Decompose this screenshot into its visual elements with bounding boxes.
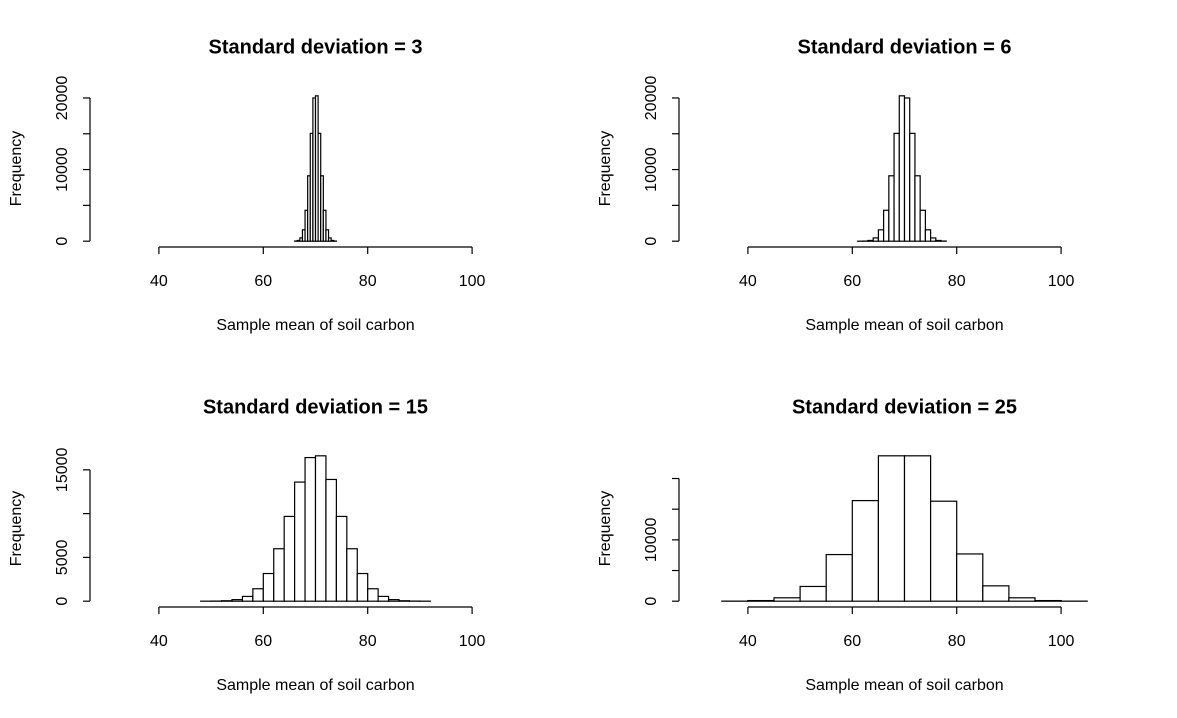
x-tick-label: 60 <box>254 633 272 650</box>
y-tick-label: 10000 <box>643 518 660 563</box>
y-tick-label: 10000 <box>643 147 660 192</box>
y-tick-label: 10000 <box>54 147 71 192</box>
bar <box>903 97 911 242</box>
y-tick-label: 5000 <box>54 540 71 576</box>
bar <box>825 553 853 602</box>
bar <box>898 95 906 242</box>
bar <box>919 209 926 242</box>
bar <box>356 572 369 602</box>
bar <box>799 585 827 602</box>
bar <box>909 132 916 242</box>
bar <box>929 237 937 242</box>
bar <box>231 599 244 602</box>
bar <box>335 515 348 602</box>
x-axis-label: Sample mean of soil carbon <box>805 677 1003 694</box>
bar <box>956 553 984 602</box>
chart-title: Standard deviation = 3 <box>209 36 423 58</box>
x-axis-label: Sample mean of soil carbon <box>805 317 1003 334</box>
bar <box>872 237 880 242</box>
bar <box>1034 599 1062 602</box>
x-axis-label: Sample mean of soil carbon <box>216 677 414 694</box>
y-tick-label: 20000 <box>54 76 71 121</box>
y-tick-label: 15000 <box>54 447 71 492</box>
bar <box>888 175 895 242</box>
bar <box>924 229 932 242</box>
chart-title: Standard deviation = 6 <box>798 36 1012 58</box>
y-tick-label: 0 <box>643 237 660 246</box>
bar <box>877 229 885 242</box>
bar <box>304 456 317 602</box>
chart-title: Standard deviation = 25 <box>792 396 1017 418</box>
y-tick-label: 0 <box>54 237 71 246</box>
x-tick-label: 40 <box>739 273 757 290</box>
bar <box>262 572 275 602</box>
x-tick-label: 80 <box>359 633 377 650</box>
x-tick-label: 60 <box>843 633 861 650</box>
x-tick-label: 80 <box>948 273 966 290</box>
bar <box>294 481 306 602</box>
bar <box>883 209 890 242</box>
bar <box>877 455 906 602</box>
bar <box>283 515 296 602</box>
x-tick-label: 40 <box>150 273 168 290</box>
x-tick-label: 100 <box>459 633 486 650</box>
y-axis-label: Frequency <box>597 491 614 567</box>
y-tick-label: 20000 <box>643 76 660 121</box>
x-tick-label: 100 <box>1048 273 1075 290</box>
chart-title: Standard deviation = 15 <box>203 396 428 418</box>
bar <box>346 548 358 602</box>
y-tick-label: 0 <box>643 597 660 606</box>
bar <box>893 132 900 242</box>
bar <box>377 595 390 602</box>
bar <box>367 588 379 602</box>
bar <box>325 229 330 242</box>
y-tick-label: 0 <box>54 597 71 606</box>
bar <box>914 175 921 242</box>
y-axis-label: Frequency <box>8 131 25 207</box>
x-tick-label: 100 <box>459 273 486 290</box>
bar <box>929 500 958 602</box>
x-tick-label: 40 <box>150 633 168 650</box>
bar <box>773 597 801 602</box>
bar <box>935 239 942 242</box>
x-tick-label: 40 <box>739 633 757 650</box>
bar <box>747 599 775 602</box>
x-tick-label: 80 <box>359 273 377 290</box>
x-tick-label: 100 <box>1048 633 1075 650</box>
bar <box>320 175 324 242</box>
bar <box>327 237 332 242</box>
bar <box>325 478 337 602</box>
bar <box>387 599 400 602</box>
x-axis-label: Sample mean of soil carbon <box>216 317 414 334</box>
bar <box>241 595 254 602</box>
bar <box>252 588 264 602</box>
bar <box>322 209 327 242</box>
y-axis-label: Frequency <box>597 131 614 207</box>
bar <box>867 239 874 242</box>
x-tick-label: 60 <box>843 273 861 290</box>
bar <box>314 455 327 602</box>
bar <box>903 455 932 602</box>
bar <box>273 548 285 602</box>
y-axis-label: Frequency <box>8 491 25 567</box>
bar <box>851 499 880 602</box>
x-tick-label: 80 <box>948 633 966 650</box>
bar <box>982 585 1010 602</box>
bar <box>1008 597 1036 602</box>
x-tick-label: 60 <box>254 273 272 290</box>
